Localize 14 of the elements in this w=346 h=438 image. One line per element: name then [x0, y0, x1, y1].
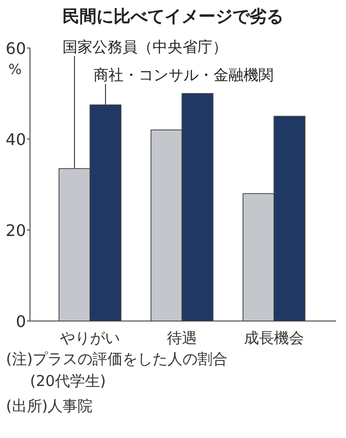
x-tick-label: やりがい [60, 329, 120, 347]
text: (注)プラスの評価をした人の割合 [6, 350, 228, 368]
y-tick-label: 60 [6, 39, 26, 58]
y-axis-title: % [8, 62, 22, 78]
text: (出所)人事院 [6, 397, 93, 415]
x-tick-label: 待遇 [167, 329, 197, 347]
text: 国家公務員（中央省庁） [62, 38, 228, 56]
y-tick-label: 20 [6, 221, 26, 240]
chart-title: 民間に比べてイメージで劣る [62, 7, 284, 27]
text: (20代学生) [30, 372, 106, 390]
series-label: 商社・コンサル・金融機関 [94, 66, 274, 84]
y-tick-label: 0 [16, 312, 26, 331]
x-tick-label: 成長機会 [244, 329, 304, 347]
y-tick-label: 40 [6, 130, 26, 149]
